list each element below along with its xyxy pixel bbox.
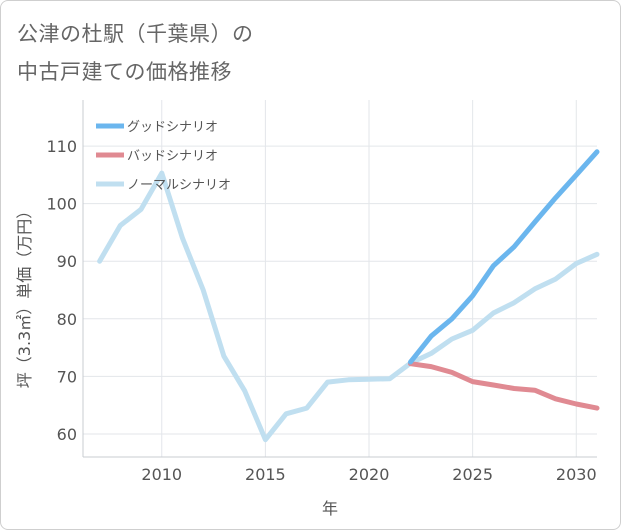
x-tick-label-2020: 2020 [349,465,390,484]
series-line-2 [408,361,600,411]
series-line-3 [97,170,600,443]
series-line-1 [408,149,600,365]
legend-label-1: グッドシナリオ [127,120,218,135]
x-tick-label-2030: 2030 [556,465,597,484]
chart-title-line-2: 中古戸建ての価格推移 [17,60,232,84]
x-tick-label-2025: 2025 [452,465,493,484]
x-tick-label-2010: 2010 [141,465,182,484]
y-tick-label-100: 100 [46,195,77,214]
x-tick-label-2015: 2015 [245,465,286,484]
y-tick-label-80: 80 [57,310,77,329]
legend-label-3: ノーマルシナリオ [127,178,231,193]
y-tick-label-70: 70 [57,367,77,386]
y-tick-label-60: 60 [57,425,77,444]
chart-title: 公津の杜駅（千葉県）の 中古戸建ての価格推移 [17,15,254,91]
y-axis-label: 坪（3.3㎡）単価（万円） [15,203,34,388]
y-tick-label-110: 110 [46,137,77,156]
y-tick-label-90: 90 [57,252,77,271]
x-axis-label: 年 [322,499,338,518]
chart-title-line-1: 公津の杜駅（千葉県）の [17,22,254,46]
legend-label-2: バッドシナリオ [127,149,218,164]
